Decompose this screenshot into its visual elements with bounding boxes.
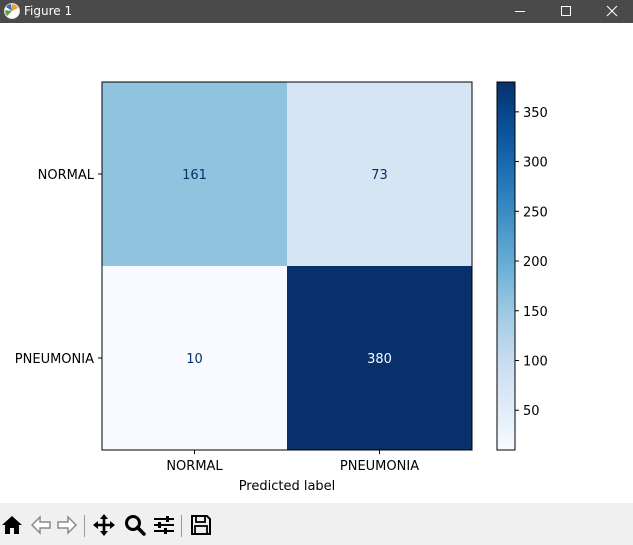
toolbar-separator (84, 515, 85, 537)
heatmap-cell (287, 82, 472, 266)
cell-value-label: 380 (367, 352, 392, 367)
move-icon (93, 514, 115, 536)
colorbar-tick-label: 200 (523, 255, 548, 270)
home-icon (2, 516, 22, 534)
toolbar-separator (181, 515, 182, 537)
cell-value-label: 161 (182, 168, 207, 183)
cell-value-label: 73 (371, 168, 388, 183)
heatmap-cell (102, 266, 287, 450)
close-icon (606, 5, 618, 17)
magnifier-icon (125, 515, 146, 536)
zoom-button[interactable] (123, 513, 147, 537)
colorbar-tick-label: 150 (523, 305, 548, 320)
window-titlebar: Figure 1 (0, 0, 633, 23)
matplotlib-app-icon (4, 3, 20, 19)
pan-button[interactable] (92, 513, 116, 537)
heatmap-cell (287, 266, 472, 450)
close-button[interactable] (589, 0, 633, 23)
cell-value-label: 10 (186, 352, 203, 367)
figure-canvas: 161 73 10 380 NORMAL PNEUMONIA NORMAL PNEUMON… (0, 23, 633, 503)
forward-button[interactable] (55, 513, 79, 537)
minimize-icon (515, 11, 525, 12)
maximize-icon (561, 6, 571, 16)
plot-frame (101, 81, 473, 451)
colorbar-tick-label: 250 (523, 205, 548, 220)
colorbar-tick-label: 350 (523, 106, 548, 121)
configure-subplots-button[interactable] (152, 513, 176, 537)
minimize-button[interactable] (497, 0, 543, 23)
back-button[interactable] (29, 513, 53, 537)
colorbar-tick-label: 100 (523, 354, 548, 369)
x-axis-label: Predicted label (239, 479, 336, 494)
confusion-matrix-chart: 161 73 10 380 NORMAL PNEUMONIA NORMAL PNEUMON… (15, 81, 548, 494)
colorbar-tick-label: 300 (523, 156, 548, 171)
y-tick-label: NORMAL (38, 168, 95, 183)
colorbar-tick-label: 50 (523, 404, 540, 419)
y-tick-label: PNEUMONIA (15, 352, 94, 367)
save-button[interactable] (189, 513, 213, 537)
home-button[interactable] (0, 513, 24, 537)
navigation-toolbar (0, 503, 633, 545)
x-tick-label: NORMAL (166, 459, 223, 474)
window-title: Figure 1 (24, 4, 73, 18)
heatmap-cell (102, 82, 287, 266)
arrow-left-icon (30, 515, 51, 535)
maximize-button[interactable] (543, 0, 589, 23)
sliders-icon (154, 516, 174, 534)
x-tick-label: PNEUMONIA (340, 459, 419, 474)
colorbar (496, 81, 516, 451)
floppy-disk-icon (191, 515, 211, 535)
arrow-right-icon (57, 515, 78, 535)
